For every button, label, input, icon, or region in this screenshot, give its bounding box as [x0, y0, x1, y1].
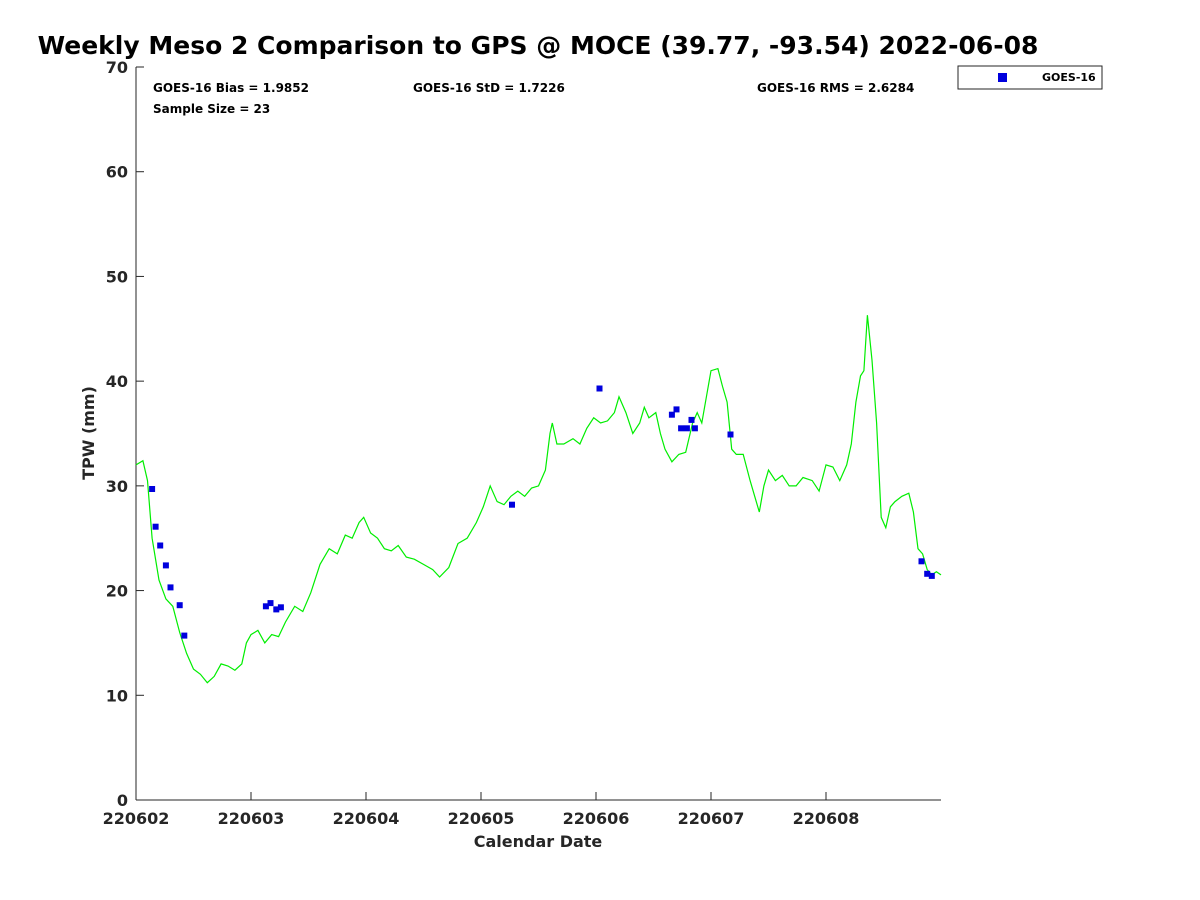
x-tick-label: 220603 — [218, 809, 285, 828]
gps-series — [135, 315, 942, 684]
y-tick-label: 10 — [106, 686, 128, 705]
goes16-point — [267, 600, 274, 607]
sample-size-stat: Sample Size = 23 — [153, 102, 270, 116]
y-axis-label: TPW (mm) — [79, 386, 98, 480]
y-tick-label: 30 — [106, 477, 128, 496]
goes16-point — [262, 603, 269, 610]
goes16-point — [167, 584, 174, 591]
plot-frame — [136, 67, 941, 800]
goes16-point — [668, 411, 675, 418]
y-tick-label: 50 — [106, 267, 128, 286]
legend-label-goes16: GOES-16 — [1042, 71, 1096, 84]
x-tick-label: 220608 — [793, 809, 860, 828]
goes16-point — [181, 632, 188, 639]
goes16-point — [273, 606, 280, 613]
goes16-point — [691, 425, 698, 432]
goes16-point — [152, 523, 159, 530]
legend-marker-goes16 — [998, 73, 1007, 82]
goes16-point — [596, 385, 603, 392]
goes16-point — [683, 425, 690, 432]
goes16-point — [149, 486, 156, 492]
goes16-point — [727, 431, 734, 438]
chart-title: Weekly Meso 2 Comparison to GPS @ MOCE (… — [38, 31, 1039, 60]
goes16-point — [509, 501, 515, 508]
y-ticks: 0 10 20 30 40 50 60 70 — [106, 58, 144, 810]
goes16-point — [928, 572, 935, 579]
goes16-point — [678, 425, 685, 432]
rms-stat: GOES-16 RMS = 2.6284 — [757, 81, 914, 95]
y-tick-label: 40 — [106, 372, 128, 391]
bias-stat: GOES-16 Bias = 1.9852 — [153, 81, 309, 95]
y-tick-label: 20 — [106, 582, 128, 601]
goes16-point — [176, 602, 183, 609]
std-stat: GOES-16 StD = 1.7226 — [413, 81, 565, 95]
plot-area: 0 10 20 30 40 50 60 70 220602 220603 220604 220605… — [103, 58, 942, 828]
legend-box — [957, 65, 1103, 90]
x-tick-label: 220606 — [563, 809, 630, 828]
goes16-point — [277, 604, 284, 611]
x-tick-label: 220607 — [678, 809, 745, 828]
goes16-point — [924, 570, 931, 577]
x-tick-label: 220605 — [448, 809, 515, 828]
x-tick-label: 220604 — [333, 809, 400, 828]
y-tick-label: 70 — [106, 58, 128, 77]
goes16-point — [673, 406, 680, 413]
y-tick-label: 0 — [117, 791, 128, 810]
goes16-point — [162, 562, 169, 569]
y-tick-label: 60 — [106, 163, 128, 182]
goes16-point — [688, 416, 695, 423]
goes16-point — [157, 542, 164, 549]
goes-series — [149, 385, 935, 639]
legend: GOES-16 — [957, 65, 1103, 90]
x-axis-label: Calendar Date — [474, 832, 603, 851]
x-ticks: 220602 220603 220604 220605 220606 220607 2206… — [103, 792, 860, 828]
x-tick-label: 220602 — [103, 809, 170, 828]
gps-line — [135, 315, 942, 684]
goes16-point — [918, 558, 925, 565]
